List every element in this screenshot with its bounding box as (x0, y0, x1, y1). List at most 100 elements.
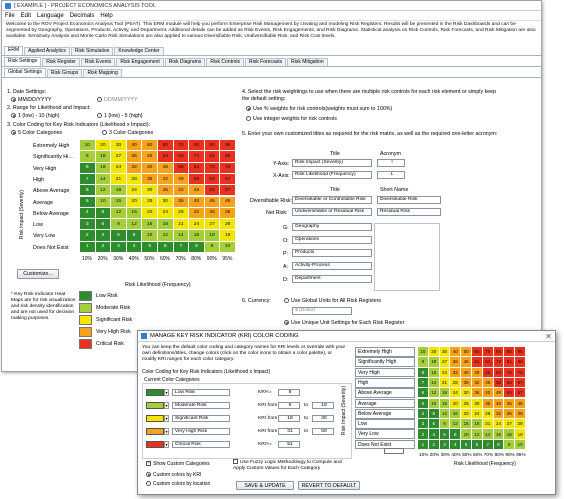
weight-option-percent[interactable]: Use % weights for risk controls(weights … (246, 106, 392, 112)
tab-risk-simulation[interactable]: Risk Simulation (70, 47, 114, 55)
category-min-input[interactable]: 51 (278, 441, 300, 448)
chevron-down-icon[interactable]: ▾ (164, 389, 169, 396)
dialog-heatmap-cell: 14 (482, 429, 494, 440)
segment-title-input[interactable]: Activity-Process (292, 262, 372, 270)
show-custom-checkbox[interactable]: Show Custom Categories (146, 460, 210, 467)
color-option-location[interactable]: Custom colors by location (146, 481, 210, 487)
dialog-row-label-input[interactable]: Very High (355, 367, 415, 378)
categories-option-3[interactable]: 3 Color Categories (102, 130, 153, 136)
y-axis-title-input[interactable]: Risk Impact (Severity) (292, 159, 372, 167)
tab-risk-forecasts[interactable]: Risk Forecasts (245, 58, 287, 66)
tab-risk-controls[interactable]: Risk Controls (206, 58, 245, 66)
category-min-input[interactable]: 9 (278, 402, 300, 409)
tab-risk-settings[interactable]: Risk Settings (4, 57, 42, 66)
segment-title-input[interactable]: Products (292, 249, 372, 257)
category-name-input[interactable]: Very High Risk (172, 428, 230, 435)
dialog-heatmap-cell: 21 (439, 377, 451, 389)
tab-applied-analytics[interactable]: Applied Analytics (24, 47, 70, 55)
category-min-input[interactable]: 19 (278, 415, 300, 422)
chevron-down-icon[interactable]: ▾ (164, 415, 169, 422)
category-color-swatch[interactable] (146, 428, 164, 435)
dialog-heatmap-cell: 86 (515, 357, 526, 368)
dialog-row-label-input[interactable]: Average (355, 398, 415, 409)
net-risk-row-label: Net Risk: (266, 210, 288, 216)
category-color-swatch[interactable] (146, 441, 164, 448)
dialog-row-label-input[interactable]: Above Average (355, 388, 415, 398)
heatmap-cell: 6 (111, 230, 127, 242)
menu-decimals[interactable]: Decimals (69, 12, 95, 19)
dialog-row-label-input[interactable]: High (355, 377, 415, 388)
category-min-input[interactable]: 8 (278, 389, 300, 396)
category-name-input[interactable]: Moderate Risk (172, 402, 230, 409)
category-name-input[interactable]: Critical Risk (172, 441, 230, 448)
close-icon[interactable]: ✕ (545, 332, 552, 341)
tab-risk-mapping[interactable]: Risk Mapping (83, 69, 122, 77)
tab-risk-mitigation[interactable]: Risk Mitigation (287, 58, 328, 66)
dialog-heatmap-cell: 63 (482, 357, 494, 368)
menu-edit[interactable]: Edit (20, 12, 32, 19)
segment-title-input[interactable]: Operations (292, 236, 372, 244)
tab-knowledge-center[interactable]: Knowledge Center (114, 47, 164, 55)
date-option-mmdd[interactable]: MM/DD/YYYY (11, 97, 52, 103)
tab-risk-register[interactable]: Risk Register (42, 58, 80, 66)
tab-risk-groups[interactable]: Risk Groups (46, 69, 83, 77)
heatmap-x-tick: 10% (82, 256, 93, 262)
menu-help[interactable]: Help (100, 12, 113, 19)
diversifiable-short-input[interactable]: Diversifiable Risk (377, 196, 441, 204)
category-color-swatch[interactable] (146, 415, 164, 422)
categories-option-5[interactable]: 5 Color Categories (11, 130, 62, 136)
tab-risk-engagement[interactable]: Risk Engagement (116, 58, 164, 66)
diversifiable-title-input[interactable]: Diversifiable or Controllable Risk (292, 196, 372, 204)
chevron-down-icon[interactable]: ▾ (164, 441, 169, 448)
category-color-swatch[interactable] (146, 389, 164, 396)
dialog-row-label-input[interactable]: Low (355, 419, 415, 429)
currency-option-global[interactable]: Use Global Units for All Risk Registers (284, 298, 381, 304)
heatmap-cell: 6 (80, 185, 96, 197)
dialog-heatmap-cell: 6 (439, 429, 451, 440)
dialog-row-label-input[interactable]: Very Low (355, 429, 415, 440)
dialog-heatmap-cell: 20 (428, 347, 440, 358)
weight-option-integer[interactable]: Use integer weights for risk controls (246, 116, 337, 122)
category-name-input[interactable]: Significant Risk (172, 415, 230, 422)
x-axis-acronym-input[interactable]: L (377, 171, 405, 179)
currency-select[interactable]: $ (Dollar) (292, 307, 352, 315)
heatmap-cell: 3 (111, 241, 127, 253)
color-option-kri[interactable]: Custom colors by KRI (146, 472, 201, 478)
category-max-input[interactable]: 50 (312, 428, 334, 435)
category-max-input[interactable]: 18 (312, 402, 334, 409)
tab-global-settings[interactable]: Global Settings (4, 68, 46, 77)
fuzzy-logic-checkbox[interactable]: Use Fuzzy Logic Methodology to Compute a… (233, 459, 342, 471)
chevron-down-icon[interactable]: ▾ (164, 428, 169, 435)
segment-title-input[interactable]: Department (292, 275, 372, 283)
range-option-10[interactable]: 1 (low) - 10 (high) (11, 113, 60, 119)
menu-file[interactable]: File (5, 12, 15, 19)
segment-title-input[interactable]: Geography (292, 223, 372, 231)
customize-button[interactable]: Customize... (17, 269, 59, 279)
net-risk-short-input[interactable]: Residual Risk (377, 208, 441, 216)
heatmap-cell: 80 (189, 140, 205, 152)
tab-erm[interactable]: ERM (4, 46, 24, 55)
chevron-down-icon[interactable]: ▾ (164, 402, 169, 409)
dialog-row-label-input[interactable]: Significantly High (355, 357, 415, 368)
net-risk-title-input[interactable]: Undiversifiable or Residual Risk (292, 208, 372, 216)
menu-language[interactable]: Language (37, 12, 64, 19)
x-axis-title-input[interactable]: Risk Likelihood (Frequency) (292, 171, 372, 179)
y-axis-acronym-input[interactable]: I (377, 159, 405, 167)
category-color-swatch[interactable] (146, 402, 164, 409)
dialog-row-label-input[interactable]: Below Average (355, 408, 415, 419)
radio-icon (246, 116, 251, 122)
dialog-row-label-input[interactable]: Extremely High (355, 347, 415, 357)
currency-option-unique[interactable]: Use Unique Unit Settings for Each Risk R… (284, 320, 404, 326)
tab-risk-events[interactable]: Risk Events (80, 58, 116, 66)
dialog-color-dropdown[interactable] (384, 448, 404, 454)
revert-default-button[interactable]: REVERT TO DEFAULT (298, 481, 360, 490)
tab-risk-diagrams[interactable]: Risk Diagrams (164, 58, 206, 66)
category-name-input[interactable]: Low Risk (172, 389, 230, 396)
date-option-ddmm[interactable]: DD/MM/YYYY (97, 97, 138, 103)
category-min-input[interactable]: 31 (278, 428, 300, 435)
dialog-heatmap-cell: 36 (472, 388, 483, 399)
category-max-input[interactable]: 30 (312, 415, 334, 422)
save-update-button[interactable]: SAVE & UPDATE (236, 481, 294, 490)
range-option-5[interactable]: 1 (low) - 5 (high) (97, 113, 143, 119)
dialog-heatmap-cell: 57 (515, 388, 526, 399)
